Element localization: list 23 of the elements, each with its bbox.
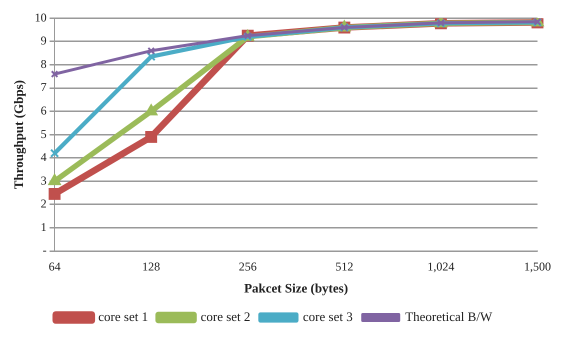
x-axis-title: Pakcet Size (bytes) [244,280,348,296]
y-tick-label: 6 [40,103,47,118]
y-tick-label: 8 [40,56,47,71]
y-tick-label: 9 [40,34,47,48]
y-tick-label: - [42,243,47,258]
x-tick-label: 1,024 [427,259,454,274]
y-axis-title: Throughput (Gbps) [11,80,26,190]
x-tick-label: 128 [142,259,160,274]
y-tick-label: 3 [40,173,47,188]
y-tick-label: 1 [40,220,47,234]
legend-label: core set 3 [302,308,353,324]
legend-label: core set 2 [200,308,250,324]
legend-label: core set 1 [98,308,148,324]
y-tick-label: 2 [40,196,47,211]
y-tick-label: 4 [40,150,47,164]
x-tick-label: 512 [335,259,354,274]
y-tick-label: 5 [40,126,47,141]
x-tick-label: 64 [48,259,61,274]
x-tick-label: 256 [238,259,257,274]
x-tick-label: 1,500 [524,259,551,274]
y-tick-label: 10 [34,10,47,24]
legend-label: Theoretical B/W [405,308,493,324]
y-tick-label: 7 [40,80,47,94]
